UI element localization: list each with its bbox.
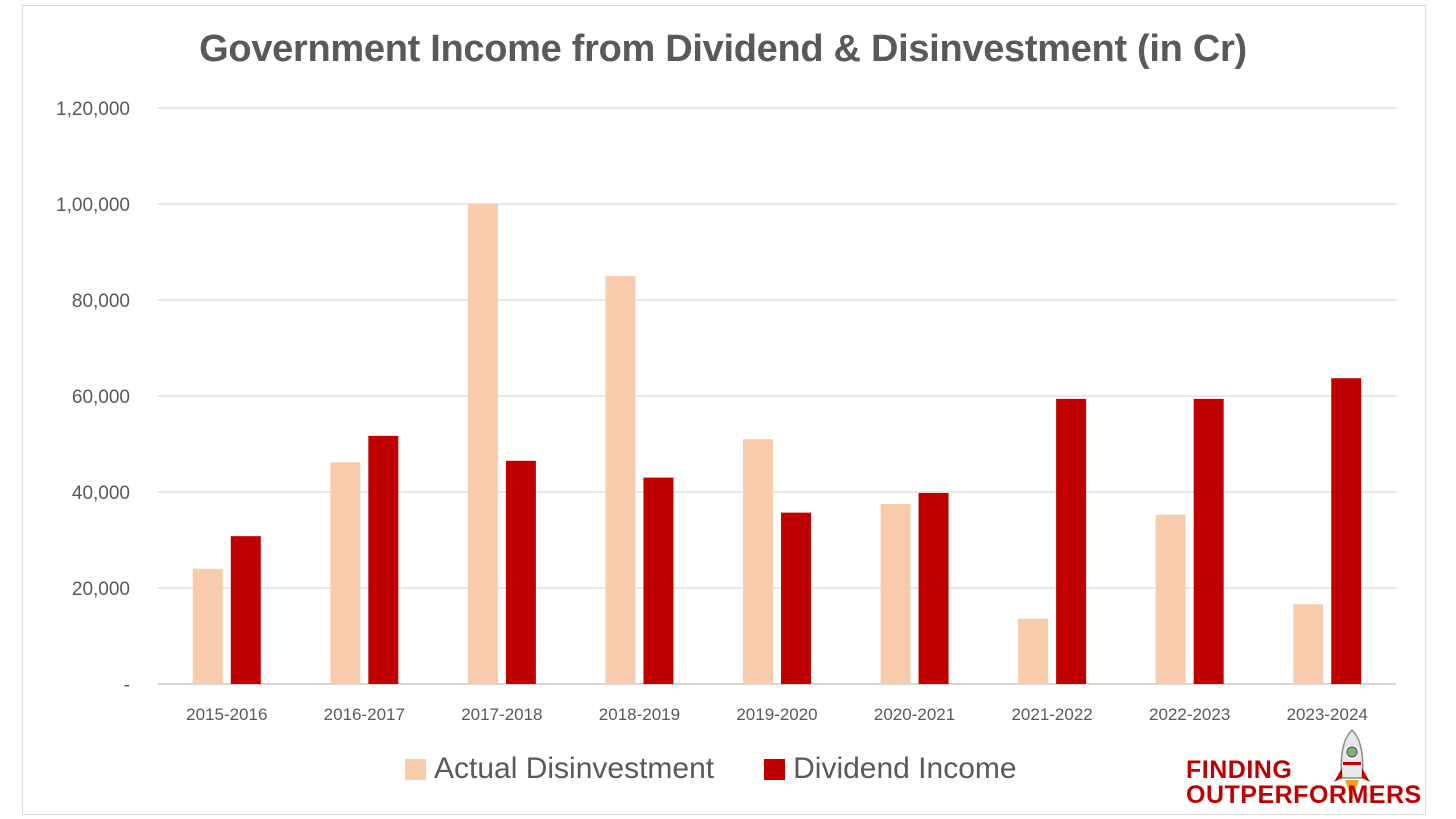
bar-actual-disinvestment xyxy=(605,276,636,684)
bar-dividend-income xyxy=(505,460,536,684)
x-tick-label: 2022-2023 xyxy=(1149,705,1230,724)
bar-actual-disinvestment xyxy=(1155,514,1186,684)
bar-dividend-income xyxy=(230,536,261,684)
y-axis-ticks: - 20,000 40,000 60,000 80,000 1,00,000 1,20,00… xyxy=(56,99,130,696)
x-tick-label: 2015-2016 xyxy=(186,705,267,724)
bar-dividend-income xyxy=(1056,398,1087,684)
legend: Actual Disinvestment Dividend Income xyxy=(405,752,1067,786)
bar-actual-disinvestment xyxy=(330,462,361,684)
bar-dividend-income xyxy=(781,512,811,684)
y-tick-label: 1,00,000 xyxy=(56,195,130,216)
x-tick-label: 2021-2022 xyxy=(1011,705,1092,724)
y-tick-label: 60,000 xyxy=(72,387,130,408)
bar-dividend-income xyxy=(1331,378,1362,684)
finding-outperformers-logo: FINDING OUTPERFORMERS xyxy=(1186,728,1421,809)
bar-dividend-income xyxy=(368,435,399,684)
chart-title: Government Income from Dividend & Disinv… xyxy=(199,28,1247,70)
x-tick-label: 2016-2017 xyxy=(324,705,405,724)
bar-actual-disinvestment xyxy=(743,439,773,684)
legend-swatch-disinvestment xyxy=(405,758,426,780)
x-tick-label: 2023-2024 xyxy=(1287,705,1368,724)
bar-actual-disinvestment xyxy=(1293,604,1324,684)
x-tick-label: 2018-2019 xyxy=(599,705,680,724)
y-tick-label: 80,000 xyxy=(72,291,130,312)
x-axis-ticks: 2015-2016 2016-2017 2017-2018 2018-2019 2019… xyxy=(186,705,1368,724)
y-tick-label: - xyxy=(124,675,130,696)
legend-item-dividend: Dividend Income xyxy=(764,752,1017,786)
logo-text-line1: FINDING xyxy=(1186,756,1293,784)
bar-dividend-income xyxy=(918,492,949,684)
y-tick-label: 40,000 xyxy=(72,483,130,504)
gridlines xyxy=(158,107,1396,685)
bars xyxy=(192,204,1362,684)
legend-item-disinvestment: Actual Disinvestment xyxy=(405,752,714,786)
bar-dividend-income xyxy=(643,477,674,684)
y-tick-label: 20,000 xyxy=(72,579,130,600)
x-tick-label: 2019-2020 xyxy=(736,705,817,724)
legend-label-dividend: Dividend Income xyxy=(793,752,1017,785)
x-tick-label: 2020-2021 xyxy=(874,705,955,724)
y-tick-label: 1,20,000 xyxy=(56,99,130,120)
rocket-icon xyxy=(1334,728,1370,800)
legend-label-disinvestment: Actual Disinvestment xyxy=(434,752,715,785)
bar-actual-disinvestment xyxy=(467,204,498,684)
logo-text-line2: OUTPERFORMERS xyxy=(1186,781,1422,809)
bar-actual-disinvestment xyxy=(880,504,911,684)
bar-dividend-income xyxy=(1193,398,1224,684)
legend-swatch-dividend xyxy=(764,758,786,780)
bar-actual-disinvestment xyxy=(192,568,223,684)
x-tick-label: 2017-2018 xyxy=(461,705,542,724)
bar-actual-disinvestment xyxy=(1018,618,1049,684)
